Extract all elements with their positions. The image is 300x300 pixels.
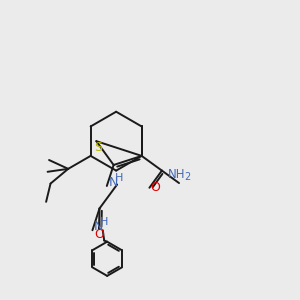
- Text: O: O: [150, 181, 160, 194]
- Text: H: H: [100, 217, 108, 227]
- Text: NH: NH: [168, 168, 185, 181]
- Text: 2: 2: [184, 172, 190, 182]
- Text: N: N: [109, 176, 118, 189]
- Text: O: O: [94, 228, 104, 242]
- Text: S: S: [94, 141, 102, 154]
- Text: H: H: [114, 173, 123, 183]
- Text: N: N: [94, 220, 104, 233]
